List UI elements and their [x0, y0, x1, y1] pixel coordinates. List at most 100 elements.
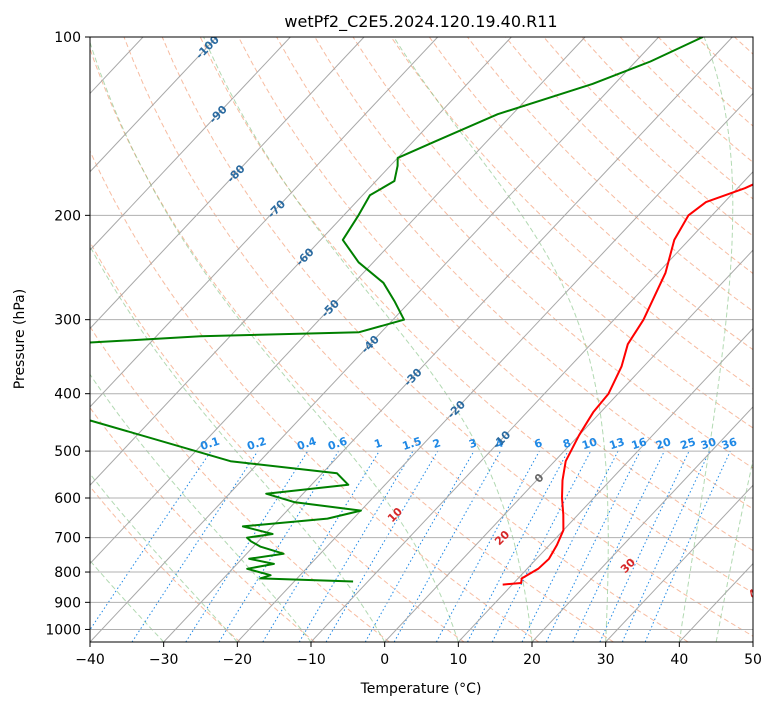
isotherm-line: [531, 406, 753, 642]
dry-adiabat: [90, 149, 540, 642]
mixing-ratio-label: 0.4: [295, 434, 318, 452]
mixing-ratio-line: [393, 450, 502, 642]
y-tick-label: 100: [54, 30, 81, 46]
mixing-ratio-line: [621, 450, 711, 642]
mixing-ratio-label: 0.2: [245, 435, 268, 453]
x-tick-label: 30: [597, 652, 615, 668]
y-tick-label: 600: [54, 491, 81, 507]
moist-adiabat: [90, 245, 386, 642]
mixing-ratio-label: 25: [679, 435, 698, 452]
x-tick-label: −40: [75, 652, 105, 668]
moist-adiabat: [678, 37, 734, 642]
x-tick-label: 40: [670, 652, 688, 668]
mixing-ratio-line: [521, 450, 619, 642]
dry-adiabat: [123, 37, 689, 642]
dry-adiabat: [161, 37, 753, 637]
dewpoint-profile: [90, 37, 704, 583]
dry-adiabat: [90, 47, 614, 642]
mixing-ratio-label: 20: [654, 435, 673, 452]
temperature-profile: [502, 183, 753, 586]
dry-adiabat: [428, 37, 753, 351]
moist-adiabat: [90, 40, 459, 642]
isotherm-line: [605, 484, 753, 642]
moist-adiabat: [393, 37, 609, 642]
x-tick-label: 50: [744, 652, 762, 668]
moist-adiabat: [90, 559, 165, 642]
dry-adiabat: [90, 485, 241, 642]
mixing-ratio-label: 3: [467, 436, 478, 451]
x-axis-ticks: −40 −30 −20 −10 0 10 20 30 40 50: [75, 642, 762, 668]
mixing-ratio-label: 8: [561, 436, 572, 451]
isotherm-line: [310, 171, 753, 642]
y-tick-label: 400: [54, 387, 81, 403]
x-tick-label: 20: [523, 652, 541, 668]
dry-adiabat-label: 40: [746, 581, 766, 601]
y-tick-label: 1000: [45, 622, 81, 638]
line-labels: 0.1 0.2 0.4 0.6 1 1.5 2 3 4 6 8 10 13 16 20 25 30 36-100-…: [193, 37, 766, 601]
dry-adiabat-label: 10: [385, 505, 405, 525]
plot-frame: [89, 36, 754, 643]
dry-adiabat: [657, 37, 753, 127]
chart-title: wetPf2_C2E5.2024.120.19.40.R11: [284, 12, 557, 32]
isotherm-line: [457, 327, 753, 642]
x-tick-label: −10: [296, 652, 326, 668]
mixing-ratio-line: [185, 450, 309, 642]
mixing-ratio-line: [599, 450, 690, 642]
isotherm-line: [90, 37, 660, 642]
isobar-grid: [90, 37, 753, 630]
mixing-ratio-label: 13: [608, 435, 627, 452]
dry-adiabat: [619, 37, 753, 163]
dry-adiabat: [314, 37, 753, 469]
mixing-ratio-label: 10: [580, 435, 599, 452]
x-axis-label: Temperature (°C): [360, 681, 482, 697]
dry-adiabat: [276, 37, 753, 510]
mixing-ratio-label: 16: [630, 435, 649, 452]
mixing-ratio-label: 1: [373, 436, 384, 451]
isotherm-grid: [0, 37, 753, 642]
y-tick-label: 800: [54, 565, 81, 581]
y-tick-label: 300: [54, 313, 81, 329]
moist-adiabat: [90, 373, 312, 642]
dry-adiabat: [238, 37, 753, 552]
mixing-ratio-line: [364, 450, 475, 642]
mixing-ratio-label: 1.5: [401, 435, 424, 453]
dry-adiabat: [90, 325, 390, 642]
moist-adiabat: [715, 457, 753, 642]
isotherm-line: [163, 37, 733, 642]
dry-adiabat: [696, 37, 753, 91]
y-tick-label: 900: [54, 595, 81, 611]
dry-adiabat: [90, 241, 465, 642]
x-tick-label: 0: [380, 652, 389, 668]
moist-adiabat: [90, 473, 238, 642]
mixing-ratio-line: [435, 450, 540, 642]
mixing-ratio-line: [90, 450, 212, 631]
isotherm-line: [90, 37, 586, 565]
isotherm-line: [236, 92, 753, 642]
y-axis-ticks: 100 200 300 400 500 600 700 800 900 1000: [45, 30, 90, 638]
mixing-ratio-line: [644, 450, 731, 642]
mixing-ratio-line: [218, 450, 340, 642]
isotherm-line: [90, 37, 218, 173]
mixing-ratio-label: 30: [699, 435, 718, 452]
dry-adiabat-label: 30: [618, 556, 638, 576]
isotherm-line: [384, 249, 753, 642]
dry-adiabats: [90, 37, 753, 642]
mixing-ratio-label: 6: [533, 436, 545, 451]
x-tick-label: −20: [223, 652, 253, 668]
plot-area: 0.1 0.2 0.4 0.6 1 1.5 2 3 4 6 8 10 13 16 20 25 30 36-100-…: [0, 37, 766, 642]
x-tick-label: −30: [149, 652, 179, 668]
moist-adiabats: [90, 37, 753, 642]
isotherm-line: [0, 37, 69, 642]
x-tick-label: 10: [449, 652, 467, 668]
dry-adiabat: [505, 37, 753, 275]
sounding-series: [90, 37, 753, 586]
isotherm-line: [90, 37, 512, 486]
dry-adiabat: [90, 406, 316, 642]
mixing-ratio-label: 0.1: [199, 435, 222, 453]
mixing-ratio-label: 0.6: [326, 434, 349, 452]
dry-adiabat: [199, 37, 753, 594]
mixing-ratio-line: [467, 450, 569, 642]
moist-adiabat: [203, 37, 533, 642]
mixing-ratio-line: [262, 450, 380, 642]
